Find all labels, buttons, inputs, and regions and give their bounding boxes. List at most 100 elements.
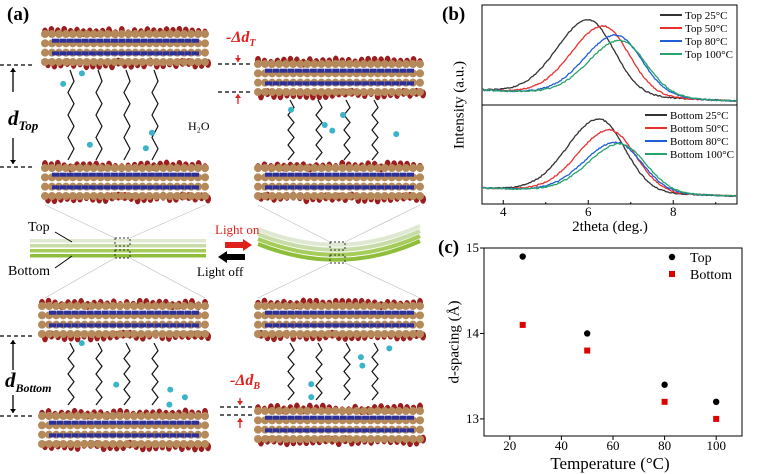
nitrogen-atom <box>324 310 332 315</box>
nitrogen-atom <box>317 172 325 177</box>
nitrogen-atom <box>96 38 104 43</box>
carbon-atom <box>201 164 209 172</box>
nitrogen-atom <box>384 415 392 420</box>
nitrogen-atom <box>287 415 295 420</box>
nitrogen-atom <box>101 420 109 425</box>
carbon-atom <box>89 164 98 172</box>
carbon-atom <box>159 164 168 172</box>
carbon-atom <box>303 302 312 310</box>
nitrogen-atom <box>147 51 155 56</box>
nitrogen-atom <box>272 415 280 420</box>
zoom-guide-line <box>257 262 331 299</box>
carbon-atom <box>82 192 91 200</box>
nitrogen-atom <box>184 310 192 315</box>
nitrogen-atom <box>407 68 414 73</box>
nitrogen-atom <box>377 310 385 315</box>
carbon-atom <box>254 60 262 68</box>
carbon-atom <box>352 192 361 200</box>
nitrogen-atom <box>64 420 72 425</box>
nitrogen-atom <box>392 68 400 73</box>
nitrogen-atom <box>347 323 355 328</box>
carbon-atom <box>59 330 68 338</box>
nitrogen-atom <box>369 81 377 86</box>
nitrogen-atom <box>118 38 126 43</box>
nitrogen-atom <box>287 310 295 315</box>
nitrogen-atom <box>272 68 280 73</box>
nitrogen-atom <box>384 172 392 177</box>
film-layer <box>30 239 206 243</box>
carbon-atom <box>137 302 146 310</box>
carbon-atom <box>54 30 63 38</box>
nitrogen-atom <box>177 185 185 190</box>
graphene-oxide-layer <box>254 297 426 343</box>
carbon-atom <box>254 320 262 329</box>
panel-b-label: (b) <box>442 4 466 25</box>
nitrogen-atom <box>369 310 377 315</box>
carbon-atom <box>87 440 96 448</box>
carbon-atom <box>416 78 424 87</box>
x-tick-label: 4 <box>500 204 507 219</box>
carbon-atom <box>41 192 49 200</box>
nitrogen-atom <box>347 428 355 433</box>
carbon-atom <box>115 412 124 420</box>
carbon-atom <box>45 302 54 310</box>
nitrogen-atom <box>324 185 332 190</box>
carbon-atom <box>352 435 361 443</box>
nitrogen-atom <box>71 433 79 438</box>
nitrogen-atom <box>354 428 362 433</box>
carbon-atom <box>254 69 262 78</box>
carbon-atom <box>331 435 340 443</box>
silane-linker <box>151 69 159 161</box>
nitrogen-atom <box>399 185 407 190</box>
nitrogen-atom <box>384 185 392 190</box>
carbon-atom <box>394 88 403 96</box>
carbon-atom <box>296 88 305 96</box>
carbon-atom <box>394 435 403 443</box>
carbon-atom <box>123 330 132 338</box>
carbon-atom <box>416 302 424 310</box>
nitrogen-atom <box>324 81 332 86</box>
carbon-atom <box>303 164 312 172</box>
carbon-atom <box>115 440 124 448</box>
carbon-atom <box>110 164 119 172</box>
carbon-atom <box>254 173 262 182</box>
nitrogen-atom <box>324 428 332 433</box>
nitrogen-atom <box>377 415 385 420</box>
carbon-atom <box>59 302 68 310</box>
carbon-atom <box>324 435 333 443</box>
nitrogen-atom <box>109 420 117 425</box>
mechanism-diagram <box>0 25 426 453</box>
nitrogen-atom <box>124 310 132 315</box>
nitrogen-atom <box>66 51 74 56</box>
carbon-atom <box>373 407 382 415</box>
nitrogen-atom <box>56 310 64 315</box>
carbon-atom <box>101 440 110 448</box>
carbon-atom <box>110 58 119 66</box>
carbon-atom <box>324 330 333 338</box>
carbon-atom <box>144 330 153 338</box>
carbon-atom <box>268 192 277 200</box>
nitrogen-atom <box>407 428 414 433</box>
carbon-atom <box>96 164 105 172</box>
carbon-atom <box>261 192 270 200</box>
x-tick-label: 20 <box>503 438 516 453</box>
nitrogen-atom <box>272 310 280 315</box>
nitrogen-atom <box>377 172 385 177</box>
nitrogen-atom <box>192 185 199 190</box>
carbon-atom <box>317 164 326 172</box>
data-point-bottom <box>661 398 668 405</box>
carbon-atom <box>47 164 56 172</box>
carbon-atom <box>338 192 347 200</box>
carbon-atom <box>296 60 305 68</box>
carbon-atom <box>124 192 133 200</box>
carbon-atom <box>303 88 312 96</box>
carbon-atom <box>317 435 326 443</box>
carbon-atom <box>87 302 96 310</box>
nitrogen-atom <box>59 51 67 56</box>
pointer-arrow <box>54 231 73 243</box>
carbon-atom <box>296 302 305 310</box>
carbon-atom <box>401 302 410 310</box>
nitrogen-atom <box>309 172 317 177</box>
carbon-atom <box>282 435 291 443</box>
nitrogen-atom <box>354 68 362 73</box>
